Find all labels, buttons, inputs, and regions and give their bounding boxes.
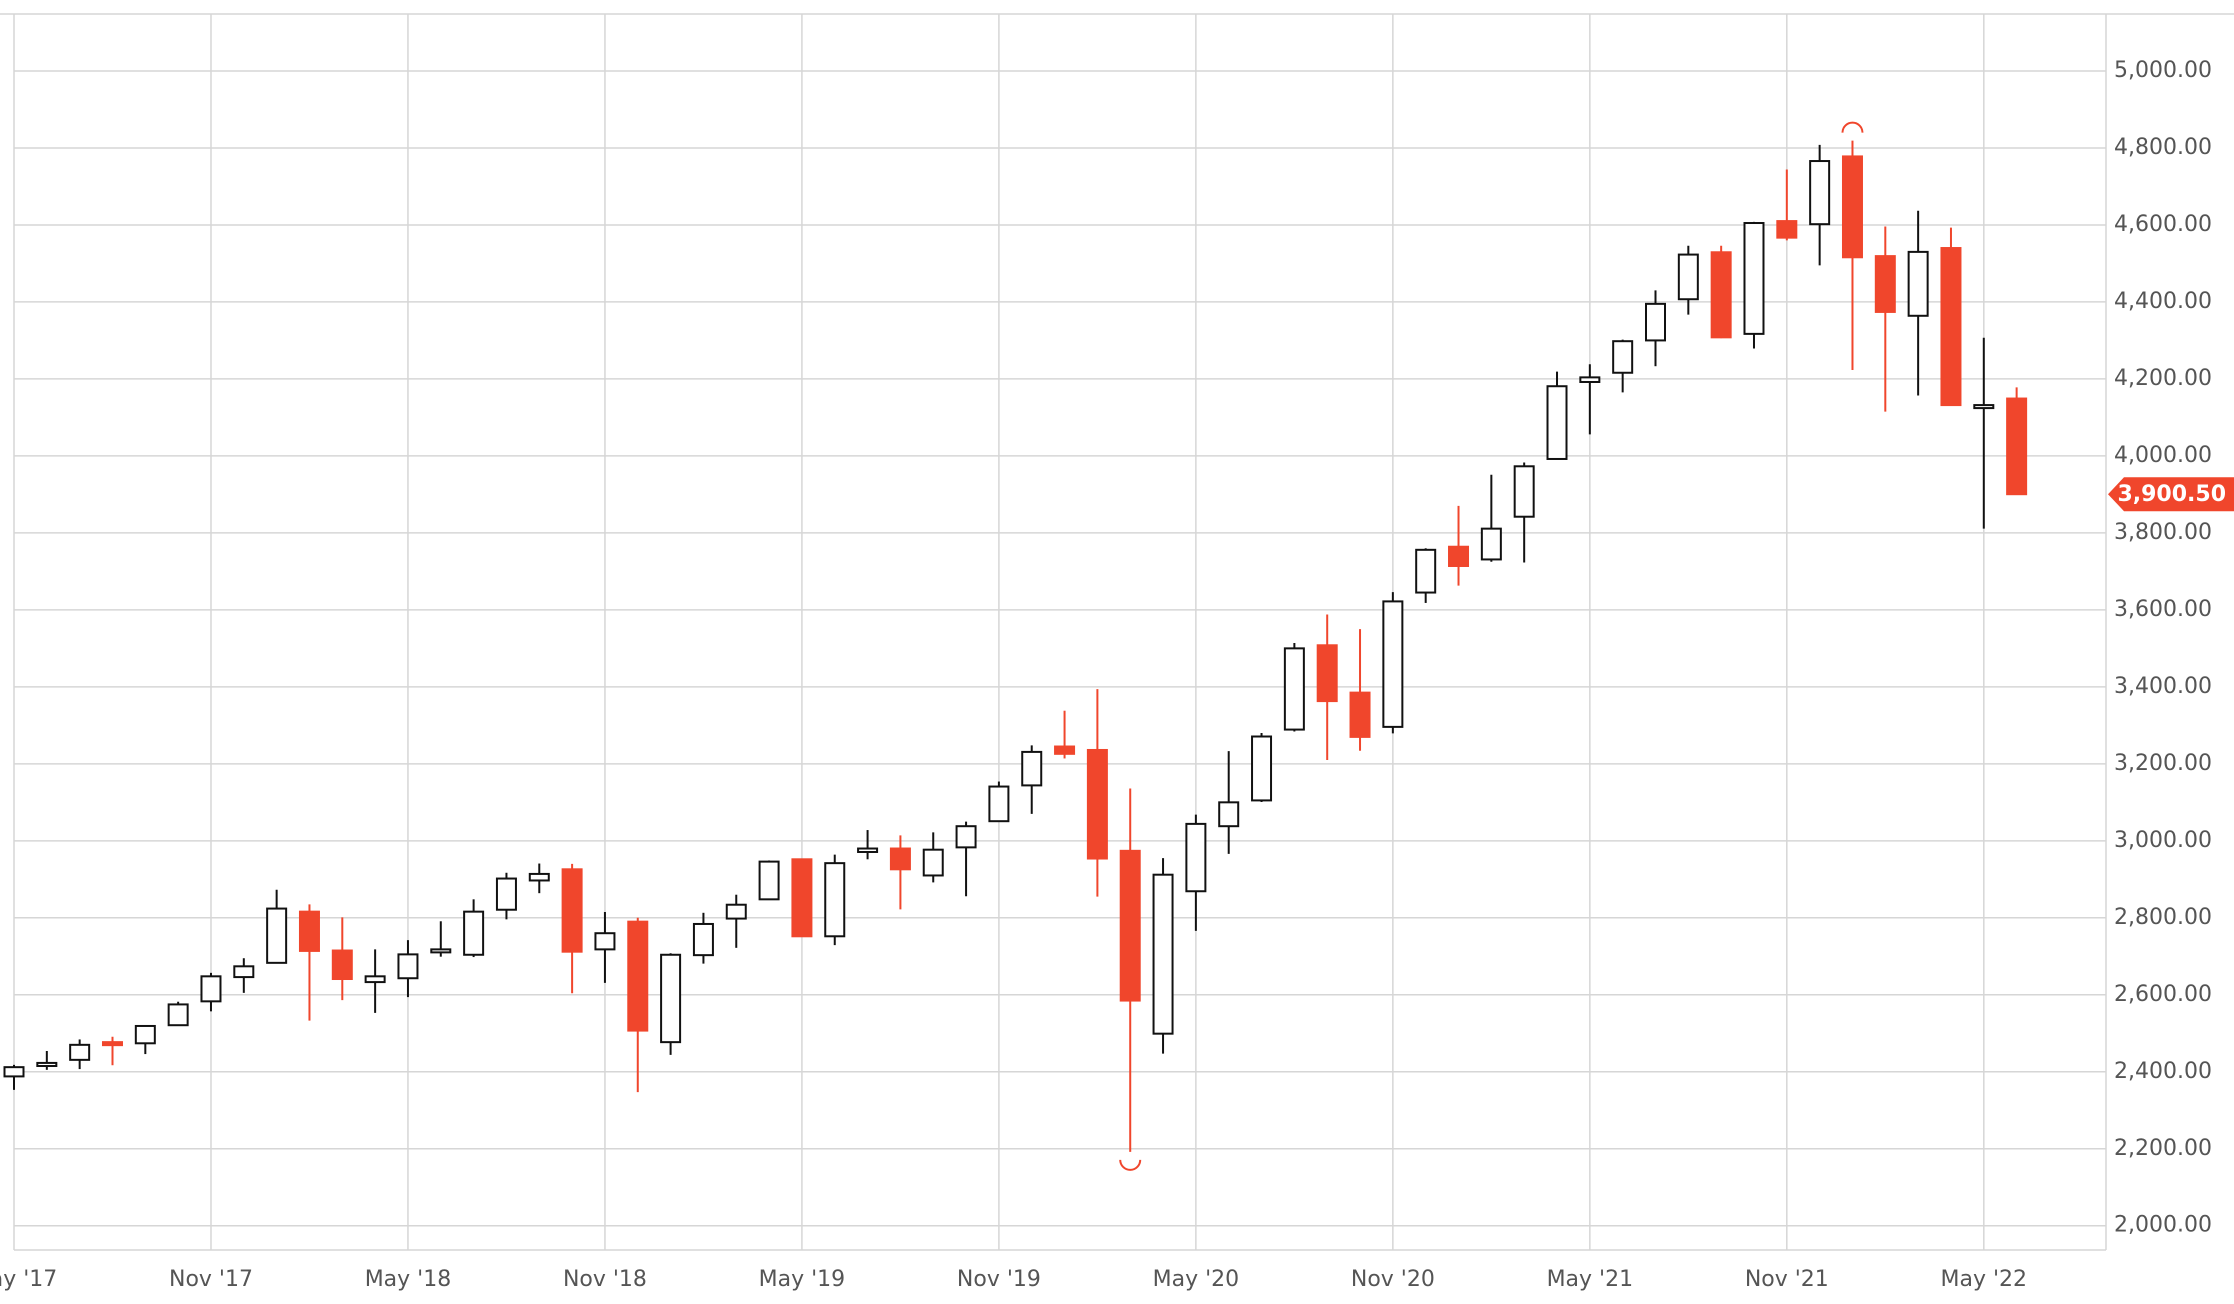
candle-body xyxy=(1677,253,1699,301)
y-tick-label: 3,000.00 xyxy=(2114,828,2212,853)
candle-body xyxy=(266,907,288,964)
candle-body xyxy=(1809,160,1831,226)
x-tick-label: Nov '20 xyxy=(1351,1267,1435,1292)
candle-body xyxy=(1086,748,1108,860)
x-tick-label: May '22 xyxy=(1941,1267,2028,1292)
candle-body xyxy=(1349,691,1371,738)
candle-body xyxy=(988,785,1010,823)
candle-body xyxy=(627,920,649,1032)
candle-body xyxy=(528,872,550,882)
candle-body xyxy=(1612,340,1634,374)
candle-body xyxy=(791,858,813,938)
y-tick-label: 4,600.00 xyxy=(2114,212,2212,237)
x-tick-label: May '17 xyxy=(0,1267,57,1292)
candle-body xyxy=(922,848,944,877)
candle-body xyxy=(1513,465,1535,518)
candle-body xyxy=(1185,822,1207,893)
y-tick-label: 4,200.00 xyxy=(2114,366,2212,391)
candle-body xyxy=(758,860,780,901)
x-tick-label: May '18 xyxy=(365,1267,452,1292)
candle-body xyxy=(134,1024,156,1045)
candle-body xyxy=(889,847,911,871)
candle-body xyxy=(1973,404,1995,410)
y-tick-label: 4,800.00 xyxy=(2114,135,2212,160)
x-tick-label: May '20 xyxy=(1153,1267,1240,1292)
candle-body xyxy=(2006,397,2028,496)
candle-body xyxy=(857,847,879,853)
candle-body xyxy=(101,1041,123,1047)
y-tick-label: 3,400.00 xyxy=(2114,674,2212,699)
candle-body xyxy=(1283,647,1305,731)
candle-body xyxy=(725,903,747,920)
candle-body xyxy=(1776,220,1798,239)
x-tick-label: Nov '17 xyxy=(169,1267,253,1292)
x-tick-label: Nov '19 xyxy=(957,1267,1041,1292)
candle-body xyxy=(561,868,583,953)
candle-body xyxy=(331,949,353,981)
candle-body xyxy=(200,975,222,1003)
candle-body xyxy=(167,1003,189,1027)
y-tick-label: 4,000.00 xyxy=(2114,443,2212,468)
candle-body xyxy=(1448,545,1470,567)
candle-body xyxy=(824,862,846,938)
candle-body xyxy=(1546,385,1568,460)
x-tick-label: May '21 xyxy=(1547,1267,1634,1292)
y-tick-label: 3,800.00 xyxy=(2114,520,2212,545)
candle-body xyxy=(298,910,320,952)
candle-body xyxy=(1940,247,1962,407)
y-tick-label: 2,600.00 xyxy=(2114,982,2212,1007)
candle-body xyxy=(1415,548,1437,594)
candle-body xyxy=(1480,527,1502,561)
candle-body xyxy=(1054,745,1076,755)
y-tick-label: 2,400.00 xyxy=(2114,1059,2212,1084)
candle-body xyxy=(69,1043,91,1061)
y-tick-label: 2,800.00 xyxy=(2114,905,2212,930)
candle-body xyxy=(594,932,616,951)
candle-body xyxy=(692,922,714,957)
candle-body xyxy=(364,975,386,984)
candle-body xyxy=(1218,801,1240,828)
candle-body xyxy=(463,910,485,956)
last-price-label: 3,900.50 xyxy=(2117,482,2226,507)
y-tick-label: 5,000.00 xyxy=(2114,58,2212,83)
candle-body xyxy=(1382,600,1404,728)
candle-body xyxy=(1119,849,1141,1002)
candle-body xyxy=(955,825,977,849)
y-tick-label: 2,200.00 xyxy=(2114,1136,2212,1161)
candle-body xyxy=(1579,376,1601,383)
candle-body xyxy=(1710,251,1732,339)
candle-body xyxy=(233,965,255,979)
candle-body xyxy=(1251,735,1273,802)
y-tick-label: 3,600.00 xyxy=(2114,597,2212,622)
y-tick-label: 3,200.00 xyxy=(2114,751,2212,776)
candle-body xyxy=(1645,302,1666,342)
candle-body xyxy=(1743,222,1765,335)
candle-body xyxy=(1021,750,1043,787)
candle-body xyxy=(1152,873,1174,1035)
y-tick-label: 4,400.00 xyxy=(2114,289,2212,314)
candle-body xyxy=(36,1061,58,1068)
x-tick-label: Nov '18 xyxy=(563,1267,647,1292)
last-price-tag xyxy=(2108,477,2234,512)
x-tick-label: Nov '21 xyxy=(1745,1267,1829,1292)
candle-body xyxy=(495,877,517,911)
candle-body xyxy=(1907,250,1929,317)
high-marker xyxy=(1841,121,1864,133)
low-marker xyxy=(1119,1159,1142,1171)
candle-body xyxy=(660,953,682,1044)
y-tick-label: 2,000.00 xyxy=(2114,1213,2212,1238)
candle-body xyxy=(1841,155,1863,259)
candle-body xyxy=(3,1066,25,1078)
x-tick-label: May '19 xyxy=(759,1267,846,1292)
candle-body xyxy=(1874,255,1896,313)
candle-body xyxy=(397,953,419,980)
candle-body xyxy=(430,948,452,954)
candle-body xyxy=(1316,644,1338,703)
